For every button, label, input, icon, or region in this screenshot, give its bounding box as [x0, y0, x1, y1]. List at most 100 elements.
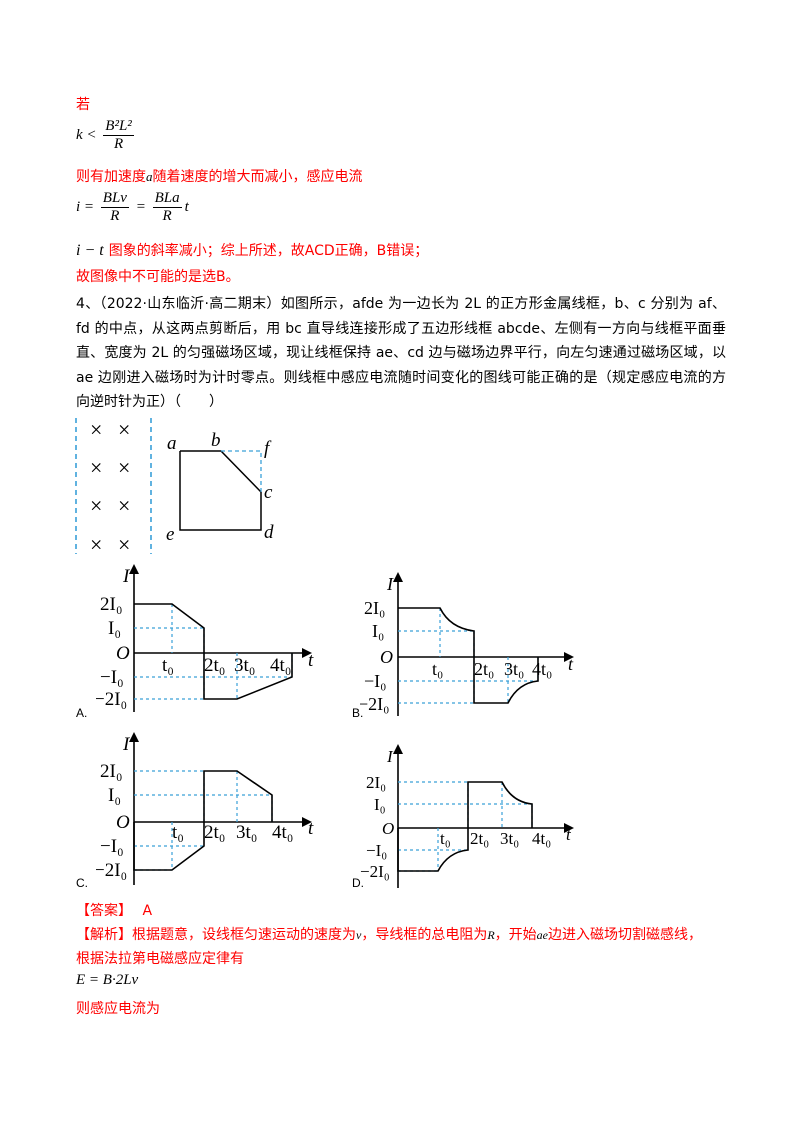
text-part: 根据题意，设线框匀速运动的速度为 [132, 927, 356, 943]
label-2i0: 2I₀ [366, 773, 386, 792]
curve-negative [133, 822, 205, 871]
option-d-label[interactable]: D. [352, 876, 364, 890]
answer-line: 【答案】 A [76, 900, 152, 920]
label-t0: t₀ [162, 655, 174, 676]
label-neg-2i0: −2I₀ [96, 689, 127, 710]
label-3t0: 3t₀ [500, 829, 519, 848]
equation-emf: E = B·2Lv [76, 972, 139, 988]
label-i: I [122, 566, 131, 587]
analysis-line-3: 则感应电流为 [76, 1001, 160, 1017]
i-lhs: i = [76, 198, 95, 215]
label-3t0: 3t₀ [234, 655, 255, 676]
curve-positive [134, 603, 205, 653]
label-2t0: 2t₀ [204, 655, 225, 676]
label-2i0: 2I₀ [100, 594, 122, 615]
label-t: t [308, 818, 314, 839]
label-t0: t₀ [432, 659, 443, 679]
var-v: v [356, 928, 362, 942]
label-f: f [264, 438, 272, 459]
equation-k-condition: k < B²L² R [76, 118, 137, 153]
var-r: R [487, 928, 495, 942]
cross-mark: × [118, 417, 130, 442]
label-e: e [166, 524, 174, 545]
it-label: i − t [76, 242, 104, 259]
cross-mark: × [90, 493, 102, 518]
option-c-label[interactable]: C. [76, 876, 88, 890]
question-4-text: 4、（2022·山东临沂·高二期末）如图所示，afde 为一边长为 2L 的正方… [76, 296, 726, 410]
text-part: 边进入磁场切割磁感线， [548, 927, 702, 943]
x-axis-arrow [302, 648, 312, 658]
curve-positive [467, 781, 533, 828]
label-o: O [116, 812, 130, 833]
curve-negative [397, 828, 469, 872]
label-neg-2i0: −2I₀ [360, 862, 390, 881]
label-neg-i0: −I₀ [100, 836, 124, 857]
x-axis-arrow [302, 817, 312, 827]
label-t0: t₀ [172, 822, 184, 843]
graph-option-a: I 2I₀ I₀ O −I₀ −2I₀ t₀ 2t₀ 3t₀ 4t₀ t [96, 564, 314, 712]
field-crosses: × × × × × × × × [90, 417, 130, 557]
label-4t0: 4t₀ [532, 659, 552, 679]
text-part: 图象的斜率减小；综上所述，故ACD正确，B错误； [108, 243, 429, 259]
label-i0: I₀ [374, 795, 386, 814]
cross-mark: × [90, 417, 102, 442]
frac-bla: BLa R [152, 190, 182, 225]
graph-option-b: I 2I₀ I₀ O −I₀ −2I₀ t₀ 2t₀ 3t₀ 4t₀ t [360, 572, 574, 716]
label-i: I [386, 747, 394, 766]
var-ae: ae [536, 928, 548, 942]
label-2t0: 2t₀ [204, 822, 225, 843]
option-b-label[interactable]: B. [352, 706, 364, 720]
label-i0: I₀ [108, 785, 121, 806]
y-axis-arrow [393, 744, 403, 754]
label-c: c [264, 482, 273, 503]
text-part: 随着速度的增大而减小，感应电流 [152, 169, 363, 185]
y-axis-arrow [129, 732, 139, 742]
x-axis-arrow [564, 823, 574, 833]
y-axis-arrow [393, 572, 403, 582]
label-o: O [380, 647, 393, 667]
label-neg-2i0: −2I₀ [96, 860, 127, 881]
text-answer-b: 故图像中不可能的是选B。 [76, 269, 240, 285]
text-part: ，开始 [494, 927, 537, 943]
label-2t0: 2t₀ [474, 659, 494, 679]
cross-mark: × [90, 455, 102, 480]
cross-mark: × [118, 532, 130, 557]
text-slope-conclusion: i − t 图象的斜率减小；综上所述，故ACD正确，B错误； [76, 240, 428, 260]
label-o: O [116, 643, 130, 664]
k-numerator: B²L² [103, 118, 134, 136]
k-fraction: B²L² R [103, 118, 134, 153]
label-3t0: 3t₀ [236, 822, 257, 843]
cross-mark: × [118, 455, 130, 480]
label-o: O [382, 819, 394, 838]
label-4t0: 4t₀ [532, 829, 551, 848]
label-t: t [308, 650, 314, 671]
text-part: ，导线框的总电阻为 [361, 927, 488, 943]
equation-current: i = BLv R = BLa R t [76, 190, 189, 225]
x-axis-arrow [564, 652, 574, 662]
label-3t0: 3t₀ [504, 659, 524, 679]
curve-negative [203, 653, 293, 700]
curve-negative [473, 657, 539, 704]
option-a-label[interactable]: A. [76, 706, 88, 720]
label-i: I [122, 734, 131, 755]
label-t: t [568, 654, 574, 674]
cross-mark: × [90, 532, 102, 557]
pentagon-frame-abcde [179, 450, 262, 531]
label-d: d [264, 522, 274, 543]
curve-positive [398, 607, 475, 657]
y-axis-arrow [129, 564, 139, 574]
label-a: a [167, 433, 177, 454]
text-ruo: 若 [76, 97, 90, 113]
denominator: R [162, 208, 172, 224]
label-i0: I₀ [108, 618, 121, 639]
k-denominator: R [113, 136, 124, 152]
label-4t0: 4t₀ [270, 655, 291, 676]
cross-mark: × [118, 493, 130, 518]
label-t: t [566, 825, 572, 844]
label-i: I [386, 574, 394, 594]
figure-field-and-frame: × × × × × × × × a b f c d e [75, 417, 274, 557]
label-neg-i0: −I₀ [364, 671, 386, 691]
answer-value: A [142, 903, 153, 919]
label-neg-2i0: −2I₀ [360, 694, 389, 714]
text-acceleration-decreases: 则有加速度a随着速度的增大而减小，感应电流 [76, 166, 363, 186]
